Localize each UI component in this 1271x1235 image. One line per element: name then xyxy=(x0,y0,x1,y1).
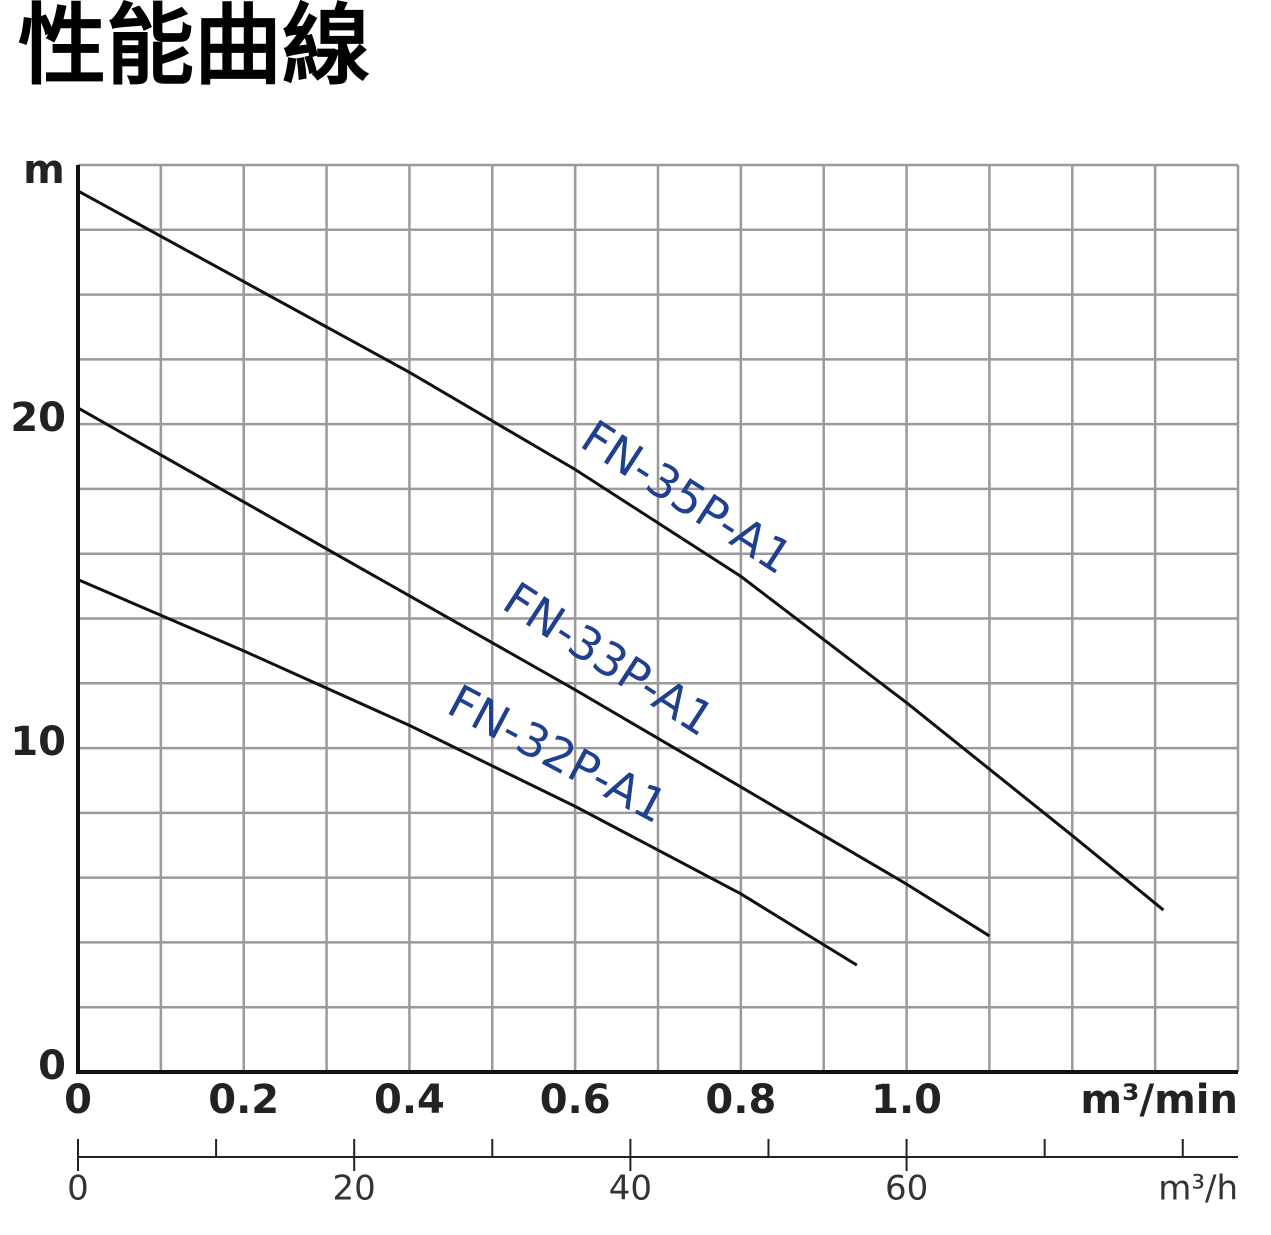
y-tick-label: 0 xyxy=(38,1043,66,1089)
x-tick-label: 0.4 xyxy=(374,1077,445,1123)
x-tick-label: 0.8 xyxy=(705,1077,776,1123)
x2-tick-label: 0 xyxy=(67,1169,89,1209)
x-axis-label: m³/min xyxy=(1080,1077,1238,1123)
x-tick-label: 0.2 xyxy=(208,1077,279,1123)
y-tick-label: 10 xyxy=(10,719,66,765)
x2-tick-label: 40 xyxy=(609,1169,652,1209)
y-tick-label: 20 xyxy=(10,395,66,441)
x2-tick-label: 60 xyxy=(885,1169,928,1209)
x2-axis-label: m³/h xyxy=(1158,1169,1238,1209)
x2-tick-label: 20 xyxy=(333,1169,376,1209)
y-axis-label: m xyxy=(23,147,65,193)
x-tick-label: 1.0 xyxy=(871,1077,942,1123)
x-tick-label: 0.6 xyxy=(540,1077,611,1123)
curve xyxy=(77,406,991,938)
page-title: 性能曲線 xyxy=(18,0,370,97)
curve-label: FN-35P-A1 xyxy=(572,409,802,584)
x-tick-label: 0 xyxy=(64,1077,92,1123)
curve xyxy=(77,189,1165,912)
curve xyxy=(77,578,858,967)
